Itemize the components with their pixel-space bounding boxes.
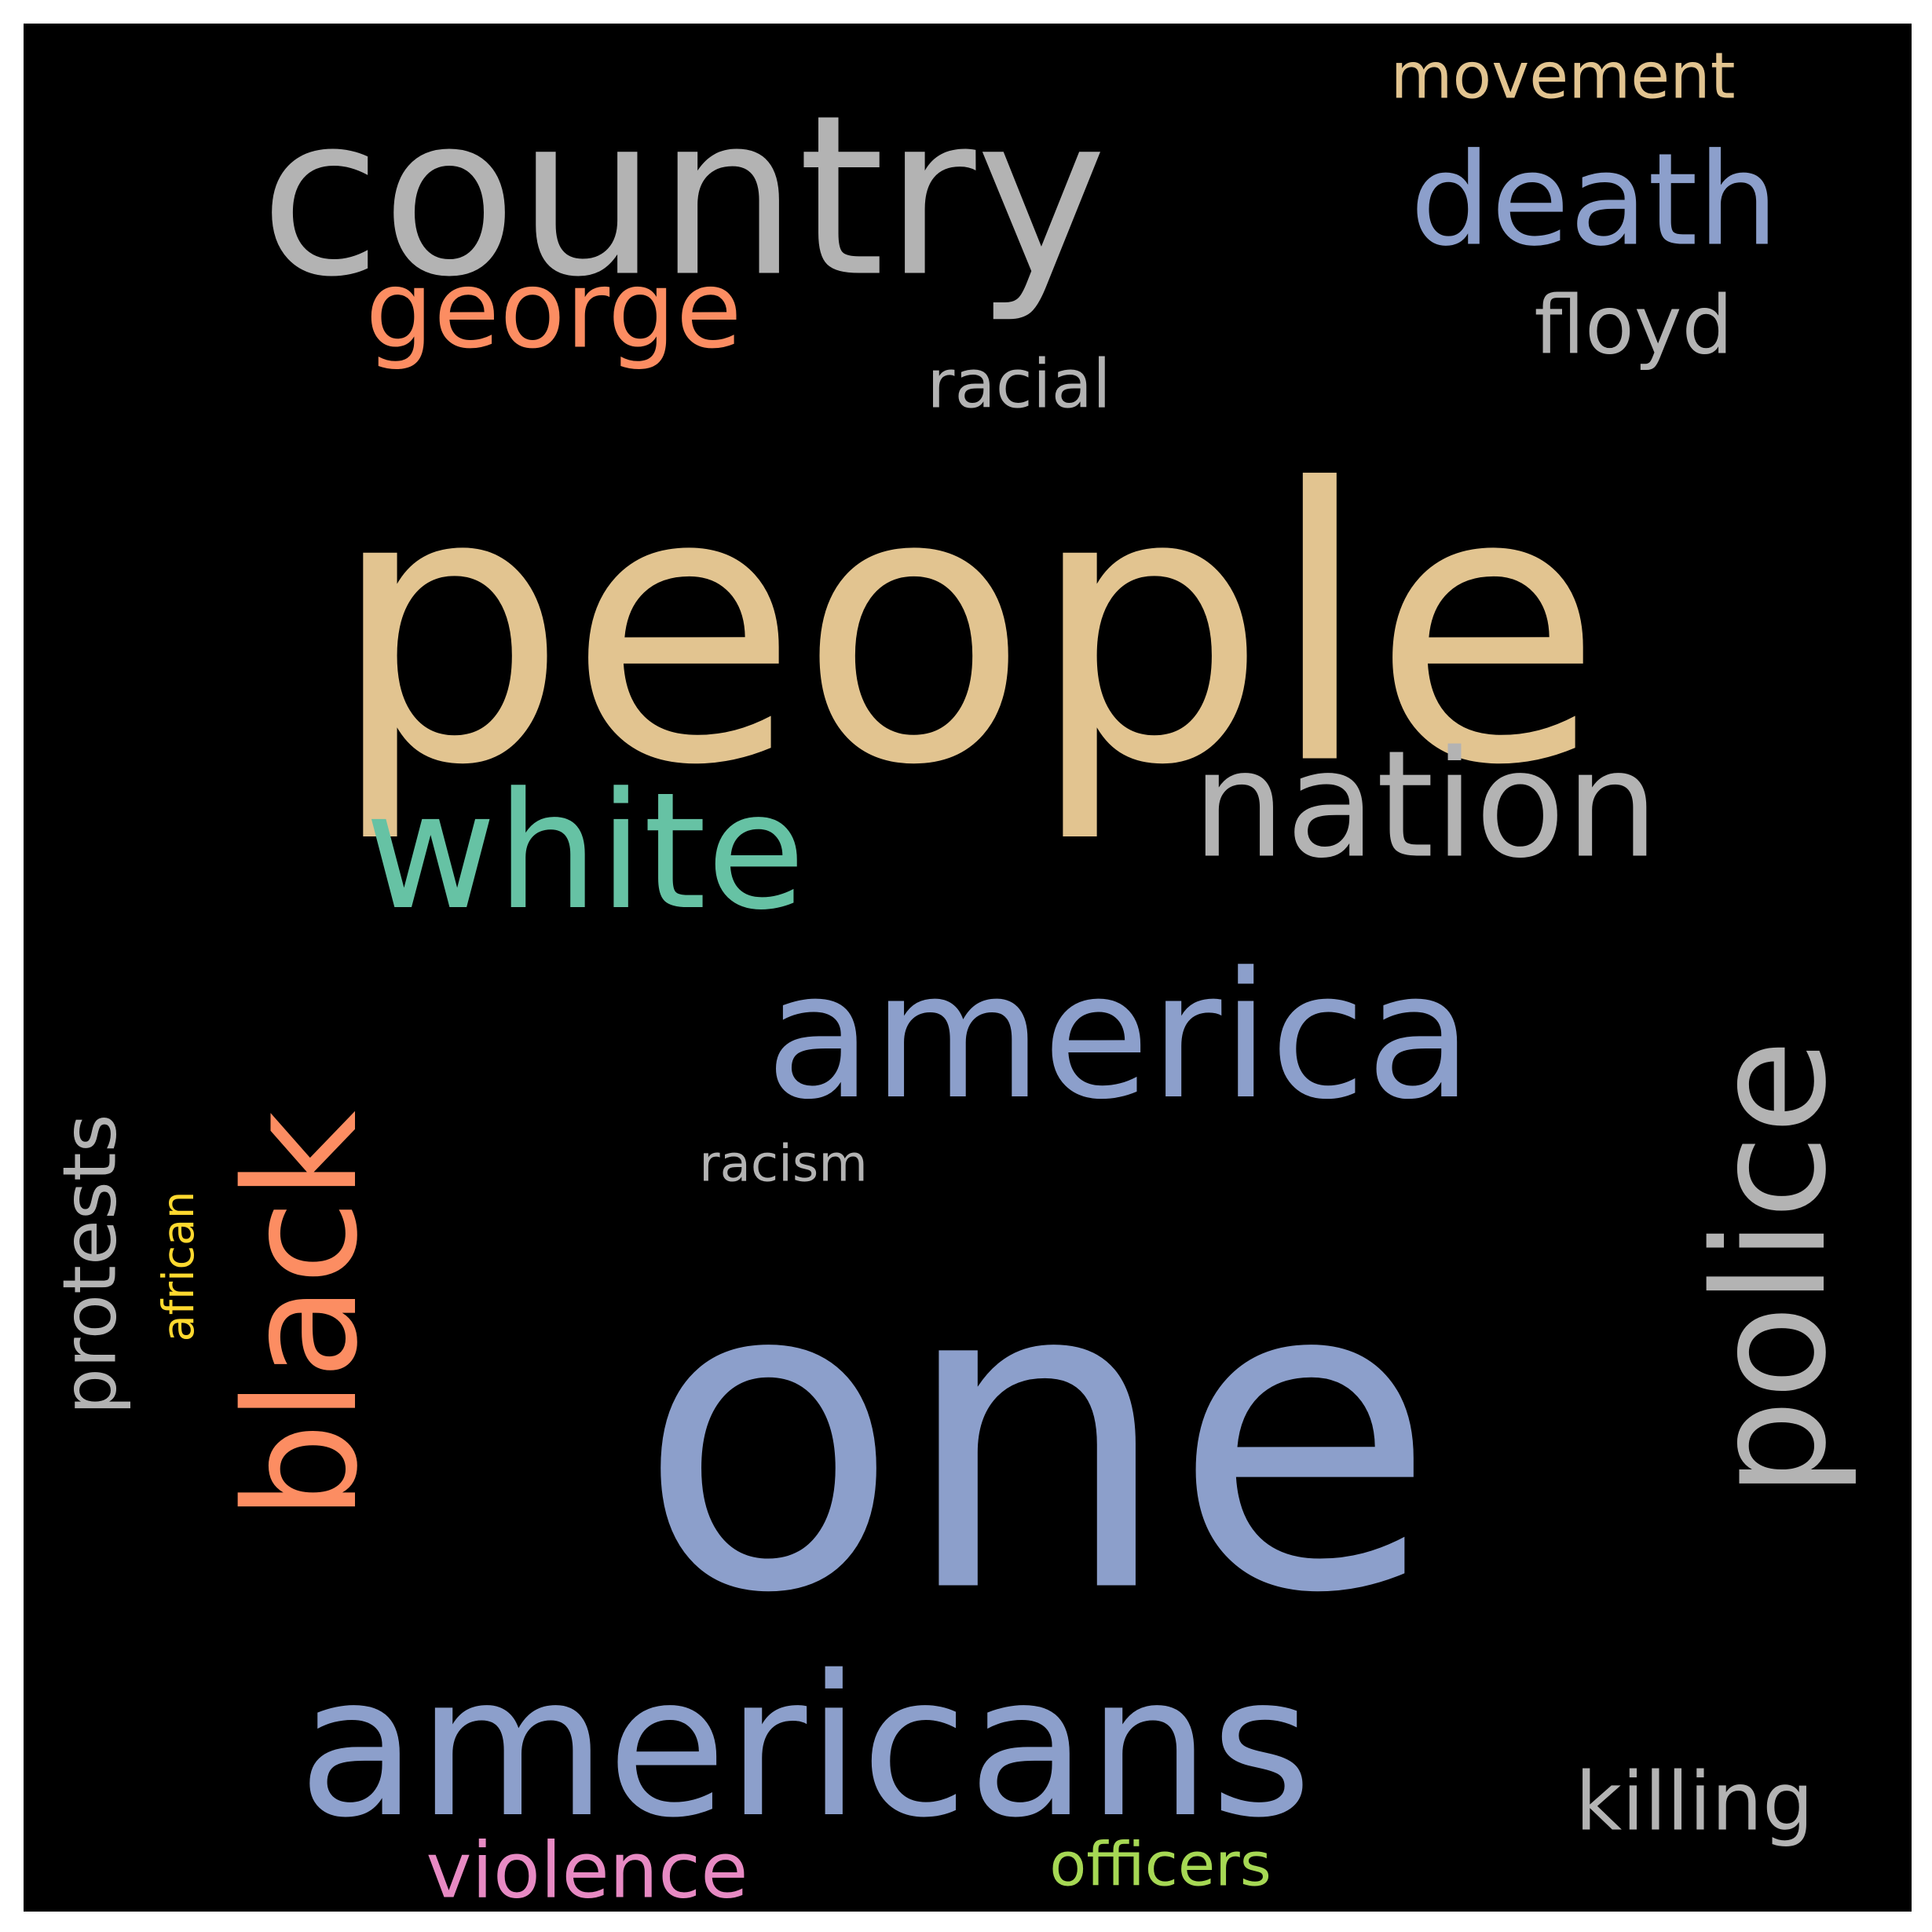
word-george: george — [365, 247, 742, 372]
word-white: white — [364, 759, 805, 946]
word-americans: americans — [298, 1634, 1312, 1861]
word-movement: movement — [1390, 39, 1735, 113]
word-country: country — [260, 68, 1107, 326]
word-violence: violence — [426, 1826, 748, 1916]
word-floyd: floyd — [1534, 280, 1733, 373]
word-one: one — [637, 1187, 1436, 1687]
cloud-background — [24, 24, 1912, 1912]
word-black: black — [213, 1111, 392, 1520]
word-racial: racial — [927, 346, 1111, 424]
word-america: america — [766, 935, 1473, 1138]
word-officers: officers — [1049, 1830, 1272, 1900]
word-racism: racism — [699, 1135, 868, 1193]
word-nation: nation — [1192, 719, 1659, 891]
word-death: death — [1410, 126, 1778, 275]
word-protests: protests — [47, 1114, 133, 1414]
word-african: african — [153, 1191, 204, 1342]
word-people: people — [329, 409, 1603, 847]
word-killing: killing — [1575, 1756, 1814, 1850]
word-police: police — [1681, 1039, 1861, 1497]
